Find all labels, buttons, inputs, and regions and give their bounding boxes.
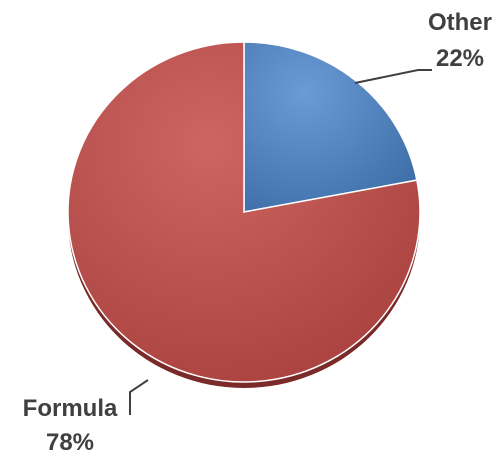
pie-slice-formula [67,41,421,383]
leader-line-other [354,69,432,84]
leader-line-formula [129,379,149,415]
slice-label-formula-name: Formula [23,395,118,422]
slice-label-other-value: 22% [436,45,484,72]
pie-slices [67,41,421,383]
slice-label-other-name: Other [428,9,492,36]
pie-slice-other [243,41,418,213]
slice-label-formula-value: 78% [46,429,94,456]
